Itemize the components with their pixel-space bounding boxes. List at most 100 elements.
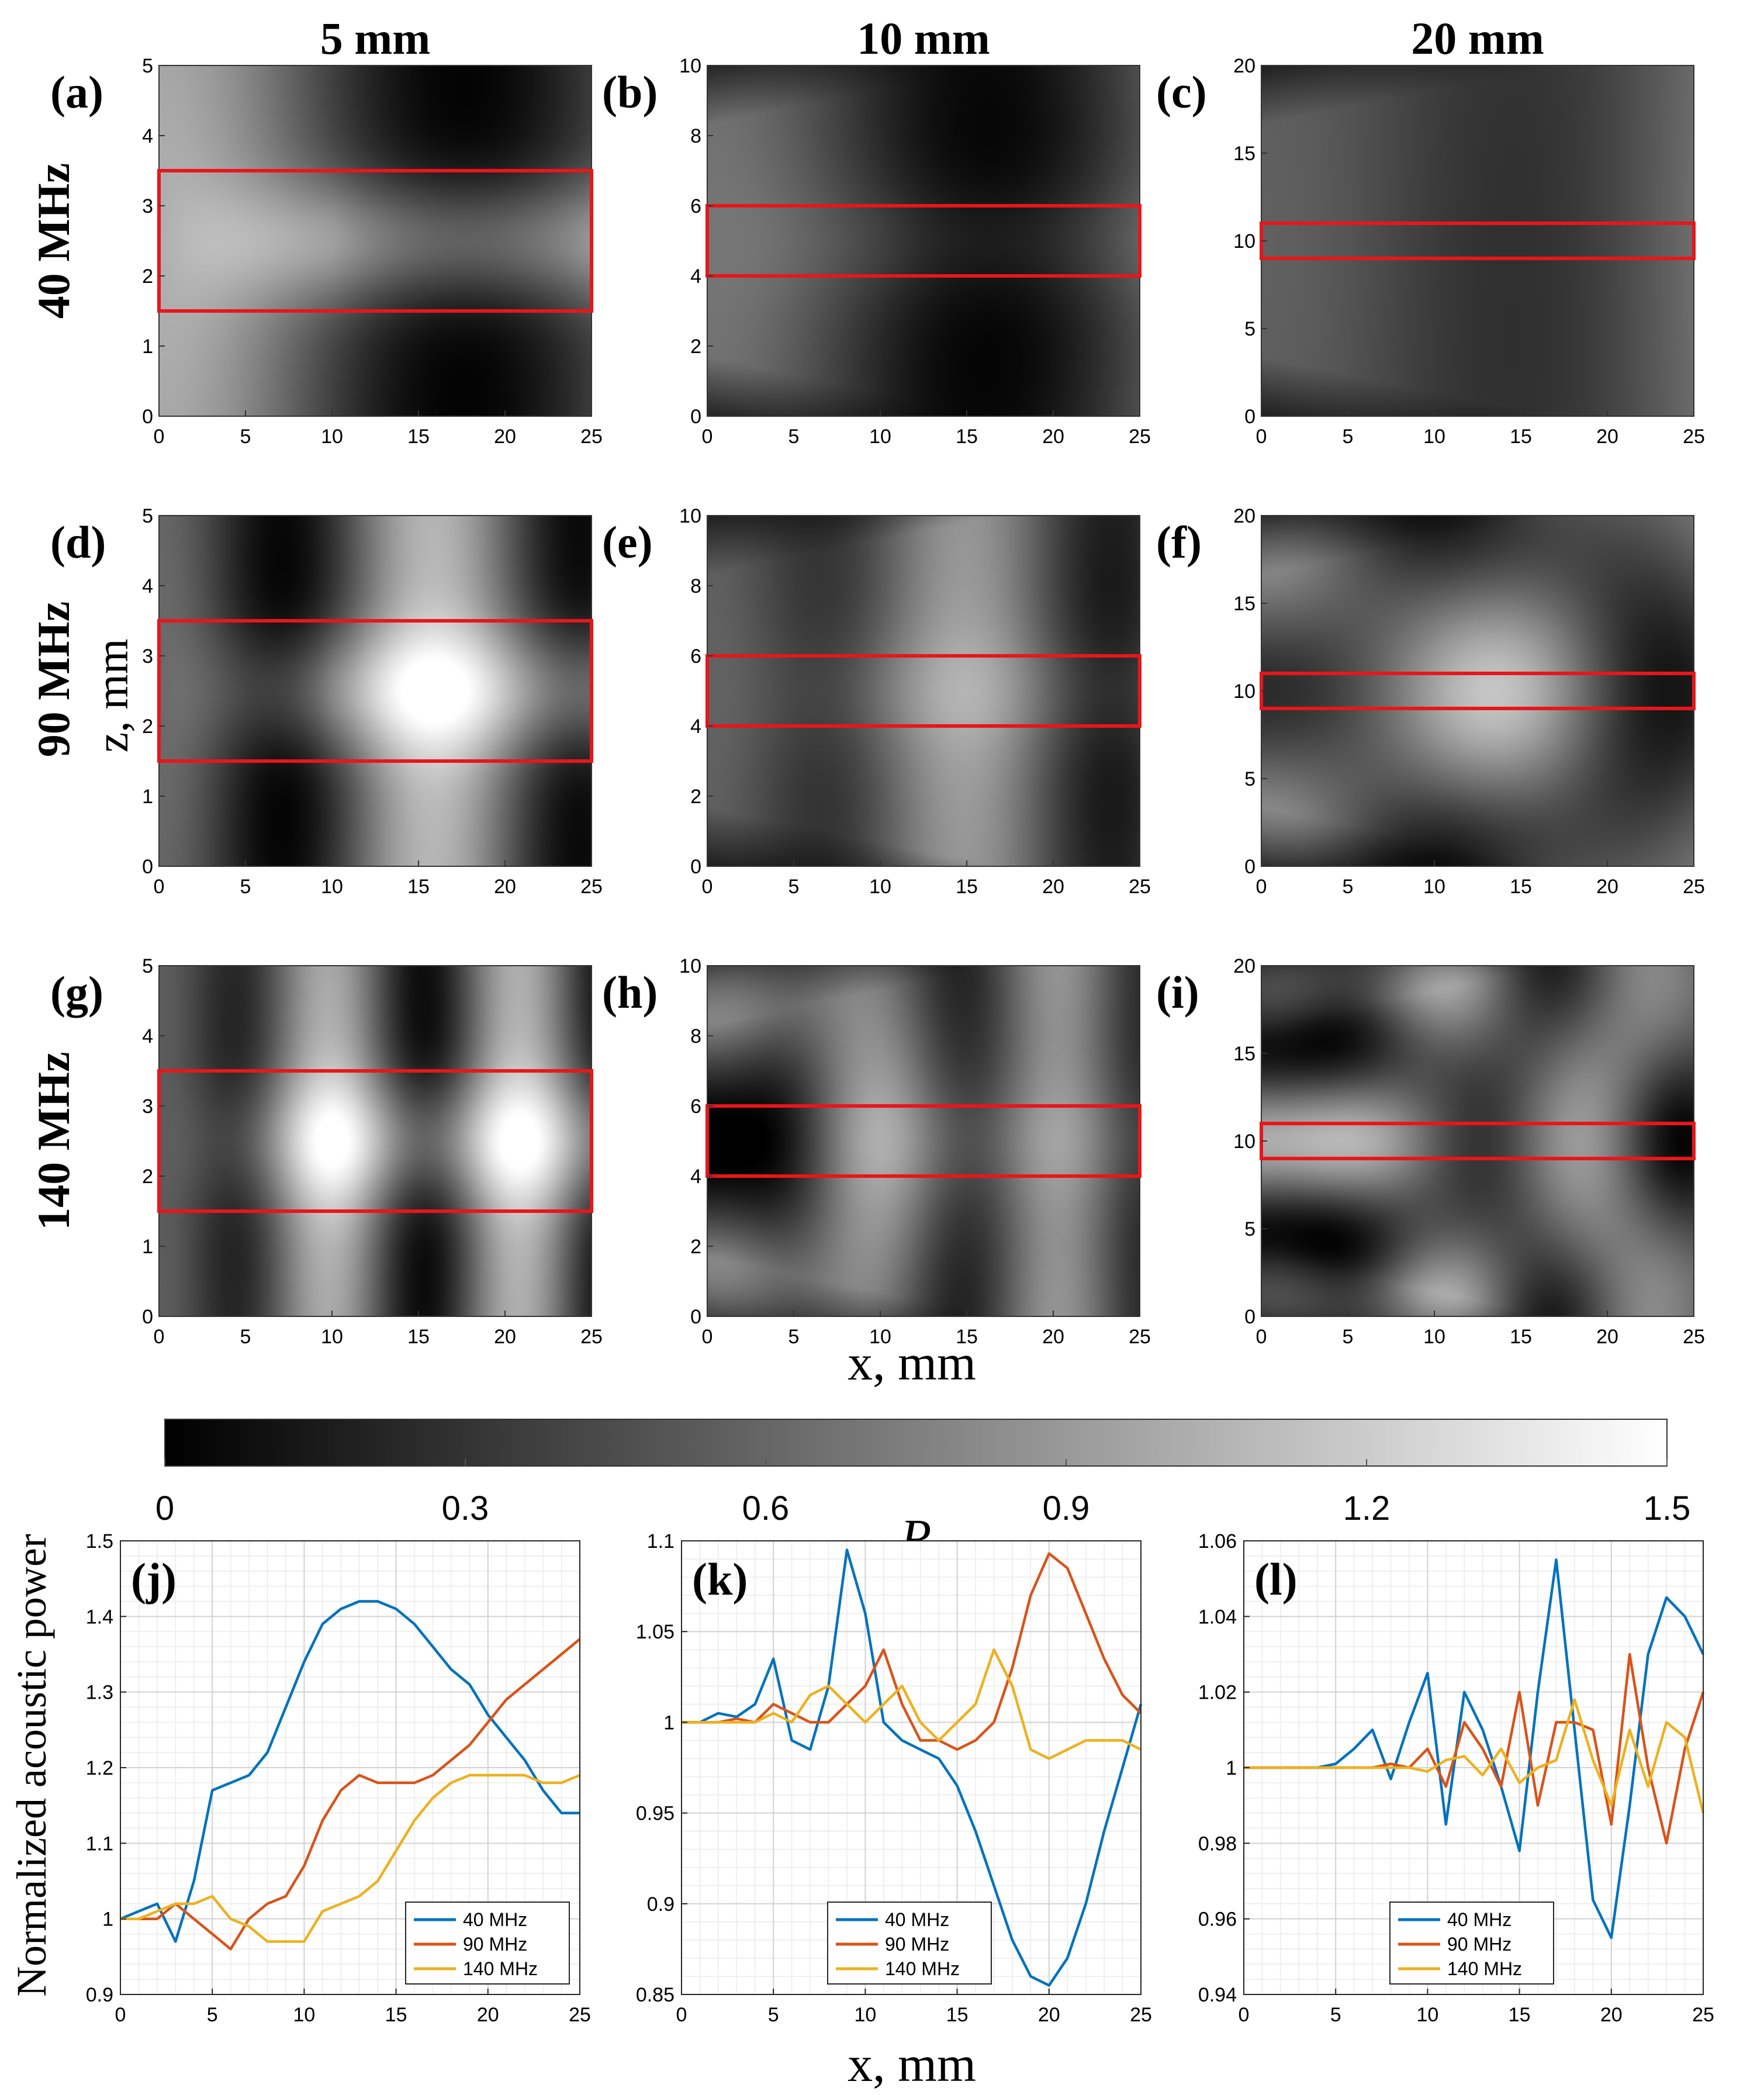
legend-label: 40 MHz: [463, 1909, 527, 1930]
y-tick-label: 0.96: [1198, 1909, 1237, 1931]
z-axis-label: z, mm: [87, 639, 137, 753]
shared-axis-labels: z, mm x, mm x, mm Normalized acoustic power: [8, 639, 976, 2092]
panel-label: (l): [1254, 1554, 1298, 1605]
x-tick-label: 5: [240, 1326, 251, 1348]
x-tick-label: 0: [1256, 876, 1267, 898]
colorbar-tick-label: 0.9: [1043, 1489, 1090, 1527]
y-tick-label: 10: [1233, 230, 1255, 253]
x-tick-label: 0: [702, 1326, 713, 1348]
x-tick-label: 10: [321, 426, 343, 448]
y-tick-label: 1.04: [1198, 1606, 1237, 1628]
x-tick-label: 5: [207, 2004, 218, 2026]
x-tick-label: 5: [1343, 426, 1354, 448]
line-panel: 0 5 10 15 20 25 0.94 0.96 0.98 1 1.02 1.04 1.06 (l) 40…: [1198, 1530, 1714, 2026]
y-tick-label: 1.1: [86, 1833, 113, 1855]
line-panel: 0 5 10 15 20 25 0.85 0.9 0.95 1 1.05 1.1 (k) 40 MHz 90…: [636, 1530, 1152, 2026]
y-tick-label: 0.98: [1198, 1833, 1237, 1855]
y-tick-label: 10: [679, 955, 701, 977]
x-tick-label: 15: [1510, 426, 1532, 448]
y-tick-label: 5: [142, 955, 153, 977]
y-tick-label: 1.2: [86, 1757, 113, 1779]
y-tick-label: 8: [690, 1025, 701, 1048]
y-tick-label: 1.4: [86, 1606, 113, 1628]
x-tick-label: 15: [407, 426, 430, 448]
y-tick-label: 5: [1244, 318, 1255, 340]
roi-box: [157, 619, 593, 763]
y-tick-label: 8: [690, 575, 701, 597]
y-tick-label: 0: [142, 406, 153, 428]
x-tick-label: 25: [1683, 426, 1705, 448]
column-header: 5 mm: [320, 13, 430, 64]
column-headers: 5 mm 10 mm 20 mm: [320, 13, 1544, 64]
x-tick-label: 25: [1692, 2004, 1714, 2026]
y-tick-label: 5: [142, 55, 153, 77]
x-tick-label: 25: [1129, 426, 1151, 448]
x-tick-label: 0: [115, 2004, 126, 2026]
y-tick-label: 1.02: [1198, 1682, 1237, 1704]
panel-label: (i): [1156, 967, 1199, 1018]
y-tick-label: 15: [1233, 143, 1255, 165]
legend-label: 40 MHz: [1447, 1909, 1511, 1930]
y-tick-label: 1.3: [86, 1682, 113, 1704]
colorbar-gradient: [164, 1419, 1668, 1467]
y-tick-label: 10: [1233, 1131, 1255, 1153]
heatmap-image: [1261, 966, 1694, 1316]
x-tick-label: 20: [477, 2004, 499, 2026]
heatmap-image: [707, 966, 1140, 1316]
y-tick-label: 2: [142, 1166, 153, 1188]
y-tick-label: 5: [142, 505, 153, 527]
x-tick-label: 10: [1423, 876, 1445, 898]
roi-box: [157, 169, 593, 313]
x-tick-label: 0: [154, 426, 165, 448]
line-plots: 0 5 10 15 20 250.911.11.21.31.41.5(j)40 MHz90…: [86, 1530, 1714, 2026]
y-tick-label: 1: [142, 336, 153, 358]
x-tick-label: 15: [407, 876, 430, 898]
y-tick-label: 1.1: [647, 1530, 675, 1553]
y-tick-label: 4: [142, 125, 153, 147]
y-tick-label: 2: [690, 336, 701, 358]
roi-box: [157, 1069, 593, 1213]
panel-label: (c): [1156, 67, 1207, 117]
colorbar-tick-label: 1.2: [1343, 1489, 1391, 1527]
y-tick-label: 4: [690, 715, 701, 738]
x-tick-label: 0: [154, 1326, 165, 1348]
x-axis-label-bottom: x, mm: [848, 2036, 976, 2092]
line-panel: 0 5 10 15 20 25 0.9 1 1.1 1.2 1.3 1.4 1.5 (j) 40 MHz 90…: [86, 1530, 591, 2026]
panel-label: (k): [692, 1554, 748, 1605]
y-tick-label: 6: [690, 195, 701, 217]
legend-label: 40 MHz: [885, 1909, 949, 1930]
y-tick-label: 4: [142, 575, 153, 597]
y-tick-label: 0: [1244, 856, 1255, 878]
panel-label: (j): [131, 1554, 177, 1605]
y-tick-label: 8: [690, 125, 701, 147]
x-tick-label: 25: [569, 2004, 591, 2026]
x-tick-label: 20: [1042, 1326, 1064, 1348]
y-tick-label: 1: [102, 1909, 113, 1931]
y-tick-label: 3: [142, 195, 153, 217]
series-line: [682, 1648, 1142, 1760]
panel-label: (b): [602, 67, 658, 117]
y-tick-label: 1.06: [1198, 1530, 1237, 1553]
row-header: 90 MHz: [28, 601, 79, 757]
legend-label: 90 MHz: [885, 1934, 949, 1955]
x-tick-label: 20: [1038, 2004, 1060, 2026]
x-tick-label: 25: [1129, 1326, 1151, 1348]
x-tick-label: 10: [869, 876, 891, 898]
x-tick-label: 0: [702, 876, 713, 898]
series-line: [120, 1600, 580, 1943]
x-tick-label: 20: [494, 876, 516, 898]
x-tick-label: 15: [956, 1326, 978, 1348]
x-tick-label: 15: [1510, 876, 1532, 898]
panel-label: (a): [50, 67, 103, 117]
heatmap-image: [707, 516, 1140, 866]
x-tick-label: 10: [854, 2004, 876, 2026]
y-tick-label: 0: [142, 856, 153, 878]
y-tick-label: 1: [663, 1712, 675, 1734]
x-tick-label: 25: [1130, 2004, 1152, 2026]
x-tick-label: 0: [702, 426, 713, 448]
series-line: [682, 1552, 1142, 1751]
x-tick-label: 15: [1510, 1326, 1532, 1348]
x-tick-label: 15: [956, 426, 978, 448]
y-tick-label: 2: [690, 1236, 701, 1258]
